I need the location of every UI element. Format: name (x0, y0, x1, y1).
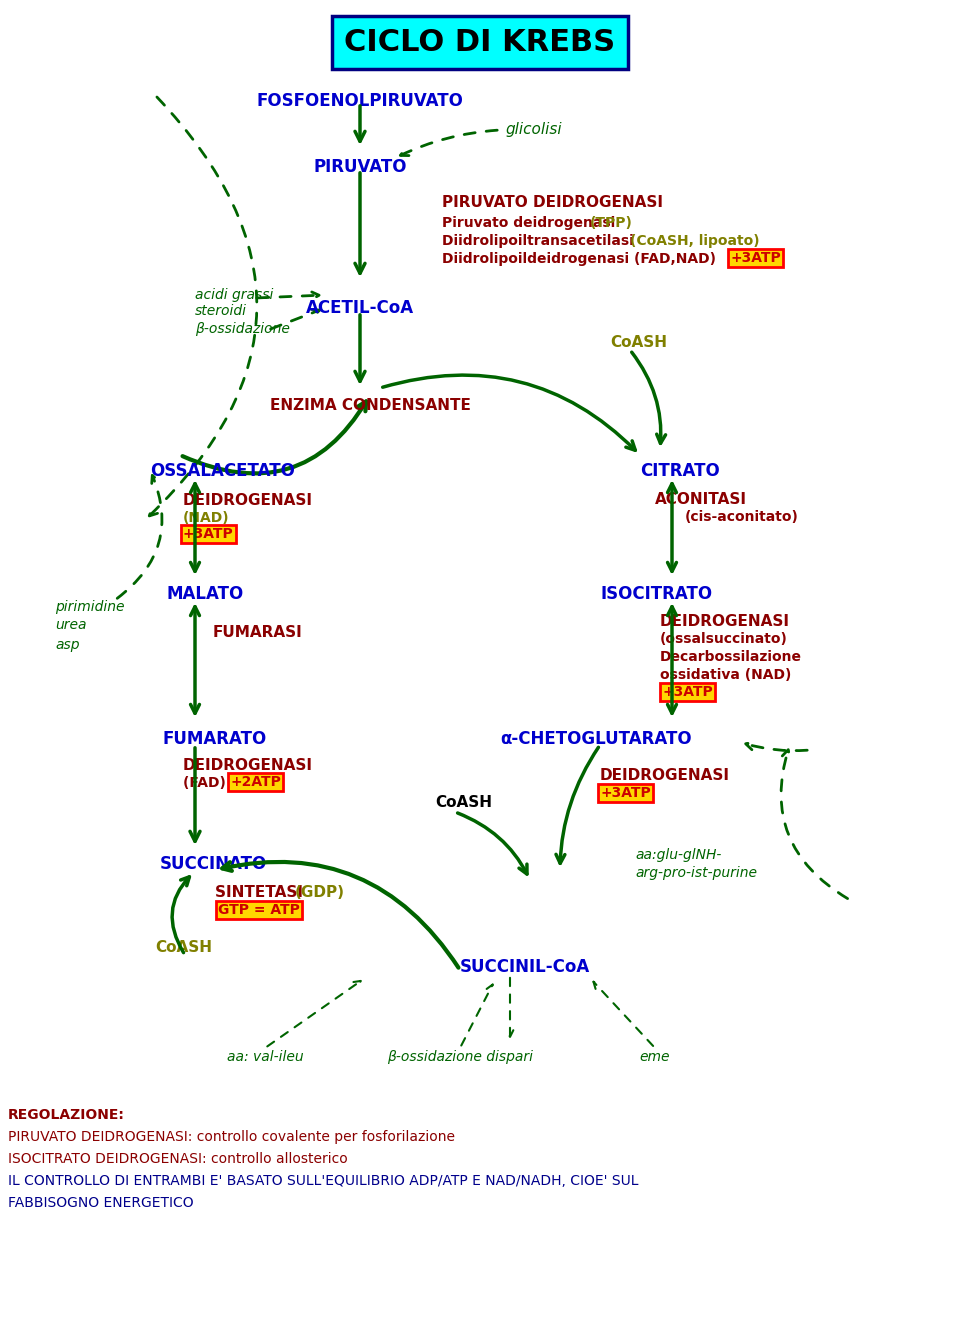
Text: CoASH: CoASH (155, 939, 212, 956)
Text: (cis-aconitato): (cis-aconitato) (685, 510, 799, 523)
Text: CITRATO: CITRATO (640, 462, 720, 480)
Text: DEIDROGENASI: DEIDROGENASI (600, 768, 730, 782)
Text: (TPP): (TPP) (590, 216, 633, 229)
Text: aa:glu-glNH-: aa:glu-glNH- (635, 848, 721, 862)
Text: Decarbossilazione: Decarbossilazione (660, 650, 802, 664)
Text: FOSFOENOLPIRUVATO: FOSFOENOLPIRUVATO (256, 93, 464, 110)
Text: PIRUVATO DEIDROGENASI: PIRUVATO DEIDROGENASI (442, 195, 663, 209)
Text: Diidrolipoiltransacetilasi: Diidrolipoiltransacetilasi (442, 234, 638, 248)
Text: PIRUVATO DEIDROGENASI: controllo covalente per fosforilazione: PIRUVATO DEIDROGENASI: controllo covalen… (8, 1130, 455, 1143)
Text: ENZIMA CONDENSANTE: ENZIMA CONDENSANTE (270, 399, 470, 413)
Text: SINTETASI: SINTETASI (215, 884, 308, 900)
Text: FUMARATO: FUMARATO (163, 730, 267, 747)
Text: +3ATP: +3ATP (662, 684, 712, 699)
Text: β-ossidazione dispari: β-ossidazione dispari (387, 1049, 533, 1064)
Text: DEIDROGENASI: DEIDROGENASI (660, 615, 790, 629)
Text: steroidi: steroidi (195, 305, 247, 318)
Text: +3ATP: +3ATP (600, 786, 651, 800)
Text: IL CONTROLLO DI ENTRAMBI E' BASATO SULL'EQUILIBRIO ADP/ATP E NAD/NADH, CIOE' SUL: IL CONTROLLO DI ENTRAMBI E' BASATO SULL'… (8, 1174, 638, 1188)
Text: FUMARASI: FUMARASI (213, 625, 302, 640)
Text: (ossalsuccinato): (ossalsuccinato) (660, 632, 788, 646)
Text: pirimidine: pirimidine (55, 600, 125, 615)
Text: aa: val-ileu: aa: val-ileu (227, 1049, 303, 1064)
Text: Diidrolipoildeidrogenasi (FAD,NAD): Diidrolipoildeidrogenasi (FAD,NAD) (442, 252, 721, 266)
Text: SUCCINIL-CoA: SUCCINIL-CoA (460, 958, 590, 976)
Text: CoASH: CoASH (435, 794, 492, 811)
Text: OSSALACETATO: OSSALACETATO (150, 462, 295, 480)
Text: arg-pro-ist-purine: arg-pro-ist-purine (635, 866, 757, 880)
Text: DEIDROGENASI: DEIDROGENASI (183, 493, 313, 509)
Text: +3ATP: +3ATP (183, 527, 233, 541)
Text: PIRUVATO: PIRUVATO (313, 158, 407, 176)
Text: ACONITASI: ACONITASI (655, 493, 747, 507)
Text: (GDP): (GDP) (295, 884, 345, 900)
Text: (NAD): (NAD) (183, 511, 229, 525)
Text: FABBISOGNO ENERGETICO: FABBISOGNO ENERGETICO (8, 1196, 194, 1210)
Text: urea: urea (55, 619, 86, 632)
Text: α-CHETOGLUTARATO: α-CHETOGLUTARATO (500, 730, 691, 747)
Text: glicolisi: glicolisi (505, 122, 562, 137)
Text: acidi grassi: acidi grassi (195, 289, 274, 302)
Text: SUCCINATO: SUCCINATO (160, 855, 267, 874)
Text: +3ATP: +3ATP (730, 251, 780, 264)
Text: CICLO DI KREBS: CICLO DI KREBS (345, 28, 615, 56)
Text: +2ATP: +2ATP (230, 774, 281, 789)
Text: β-ossidazione: β-ossidazione (195, 322, 290, 336)
Text: CoASH: CoASH (610, 336, 667, 350)
Text: GTP = ATP: GTP = ATP (218, 903, 300, 917)
Text: asp: asp (55, 637, 80, 652)
Text: REGOLAZIONE:: REGOLAZIONE: (8, 1108, 125, 1122)
Text: ossidativa (NAD): ossidativa (NAD) (660, 668, 791, 682)
Text: eme: eme (639, 1049, 670, 1064)
Text: ACETIL-CoA: ACETIL-CoA (306, 299, 414, 317)
Text: ISOCITRATO DEIDROGENASI: controllo allosterico: ISOCITRATO DEIDROGENASI: controllo allos… (8, 1151, 348, 1166)
Text: ISOCITRATO: ISOCITRATO (600, 585, 712, 603)
Text: (CoASH, lipoato): (CoASH, lipoato) (630, 234, 759, 248)
Text: DEIDROGENASI: DEIDROGENASI (183, 758, 313, 773)
Text: (FAD): (FAD) (183, 776, 241, 790)
Text: Piruvato deidrogenasi: Piruvato deidrogenasi (442, 216, 620, 229)
Text: MALATO: MALATO (167, 585, 244, 603)
